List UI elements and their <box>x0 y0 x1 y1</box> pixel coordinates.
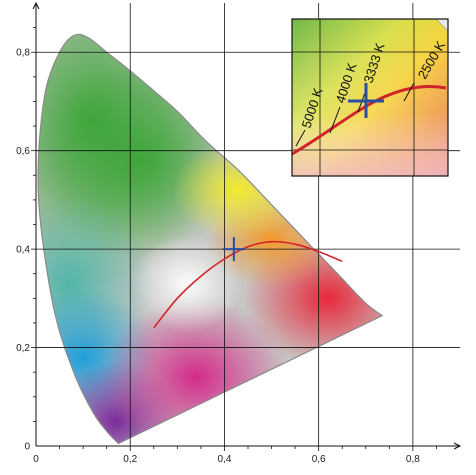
y-tick-label: 0 <box>24 442 30 453</box>
inset-zoom: 5000 K 4000 K 3333 K 2500 K <box>291 18 449 177</box>
y-tick-label: 0,4 <box>16 245 30 256</box>
y-tick-label: 0,2 <box>16 343 30 354</box>
x-axis-arrow <box>453 442 462 450</box>
planckian-locus <box>153 240 343 329</box>
x-tick-label: 0,4 <box>217 454 231 465</box>
x-tick-label: 0,2 <box>123 454 137 465</box>
axes: 0 0,2 0,4 0,6 0,8 0 0,2 0,4 0,6 0,8 <box>16 1 462 465</box>
x-tick-label: 0,6 <box>312 454 326 465</box>
cct-tick-5000 <box>295 129 306 147</box>
cct-tick-4000 <box>329 106 341 134</box>
spectral-locus <box>37 33 384 445</box>
x-tick-label: 0 <box>33 454 39 465</box>
x-tick-label: 0,8 <box>406 454 420 465</box>
inset-frame <box>291 18 449 177</box>
inset-planckian-locus <box>291 84 447 156</box>
cct-tick-2500 <box>403 82 415 102</box>
locus-overlay <box>153 237 343 329</box>
inset-marker <box>348 83 384 118</box>
white-point-marker <box>222 237 245 262</box>
y-tick-label: 0,6 <box>16 146 30 157</box>
y-tick-label: 0,8 <box>16 48 30 59</box>
y-axis-arrow <box>32 1 40 10</box>
